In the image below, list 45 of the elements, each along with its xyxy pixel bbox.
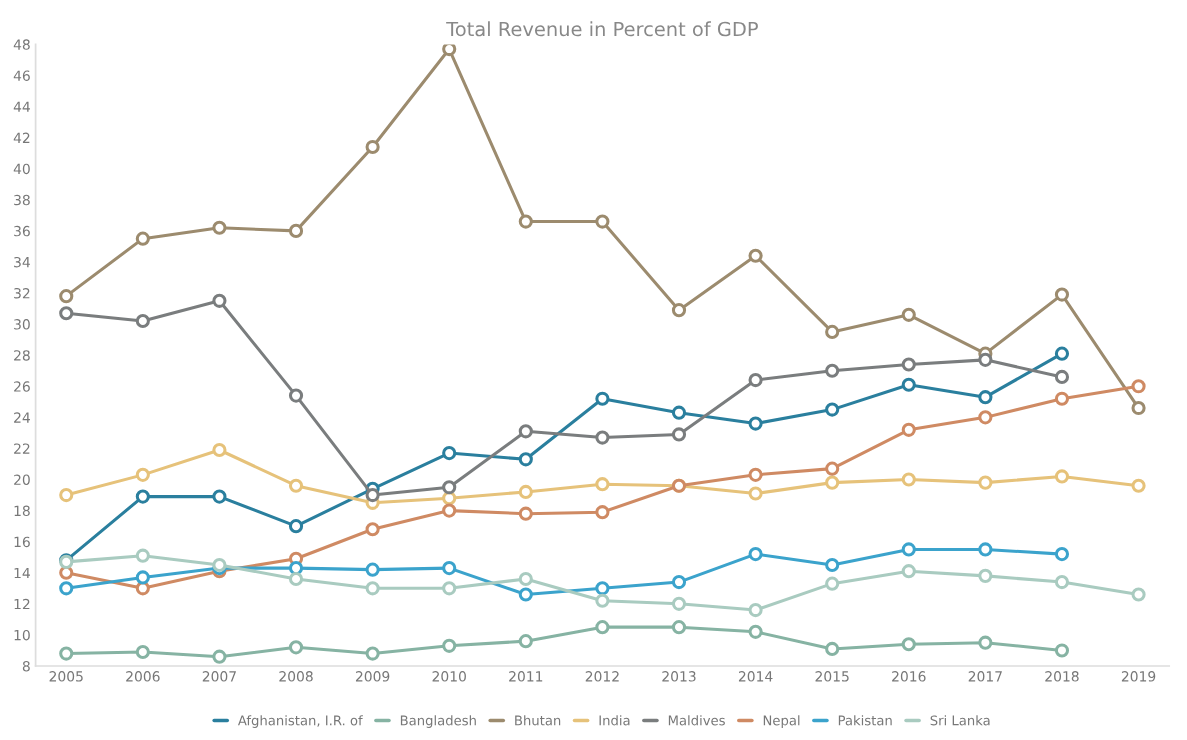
y-tick-label: 14: [14, 567, 30, 579]
y-tick-label: 20: [14, 474, 30, 485]
y-tick-label: 28: [14, 350, 30, 361]
legend-label: Pakistan: [838, 715, 892, 726]
y-tick-label: 34: [14, 256, 30, 268]
y-tick-label: 12: [14, 598, 30, 610]
x-tick-label: 2019: [1121, 671, 1156, 682]
y-tick-label: 40: [13, 163, 30, 175]
x-tick-label: 2015: [815, 671, 849, 682]
legend-label: Bhutan: [515, 715, 561, 726]
legend-label: Sri Lanka: [930, 715, 990, 726]
legend-label: Maldives: [668, 715, 725, 726]
x-tick-label: 2006: [126, 671, 160, 682]
y-tick-label: 30: [14, 319, 30, 330]
y-tick-label: 24: [14, 412, 30, 423]
y-tick-label: 10: [14, 629, 30, 641]
x-tick-label: 2014: [738, 671, 773, 682]
x-tick-label: 2017: [968, 671, 1002, 682]
x-tick-label: 2010: [432, 671, 466, 682]
legend-label: Bangladesh: [400, 715, 476, 728]
x-tick-label: 2011: [509, 671, 543, 682]
y-tick-label: 8: [22, 660, 30, 672]
x-tick-label: 2016: [892, 671, 926, 682]
x-tick-label: 2007: [202, 671, 236, 682]
y-tick-label: 32: [14, 288, 30, 299]
legend-label: Nepal: [763, 715, 800, 728]
y-tick-label: 48: [13, 39, 30, 50]
x-tick-label: 2018: [1045, 671, 1079, 682]
y-tick-label: 44: [13, 101, 30, 112]
x-tick-label: 2005: [49, 671, 83, 682]
y-tick-label: 36: [14, 225, 30, 237]
y-tick-label: 16: [14, 536, 30, 548]
x-tick-label: 2012: [585, 671, 619, 682]
legend-label: Afghanistan, I.R. of: [237, 715, 363, 728]
legend-label: India: [599, 715, 630, 726]
y-tick-label: 42: [13, 132, 30, 143]
x-tick-label: 2009: [355, 671, 390, 682]
x-tick-label: 2013: [662, 671, 696, 682]
x-tick-label: 2008: [279, 671, 313, 682]
chart-title: Total Revenue in Percent of GDP: [446, 21, 758, 37]
y-tick-label: 22: [14, 443, 30, 454]
y-tick-label: 18: [14, 505, 30, 517]
y-tick-label: 38: [14, 194, 30, 206]
y-tick-label: 46: [13, 70, 30, 81]
y-tick-label: 26: [14, 381, 30, 392]
